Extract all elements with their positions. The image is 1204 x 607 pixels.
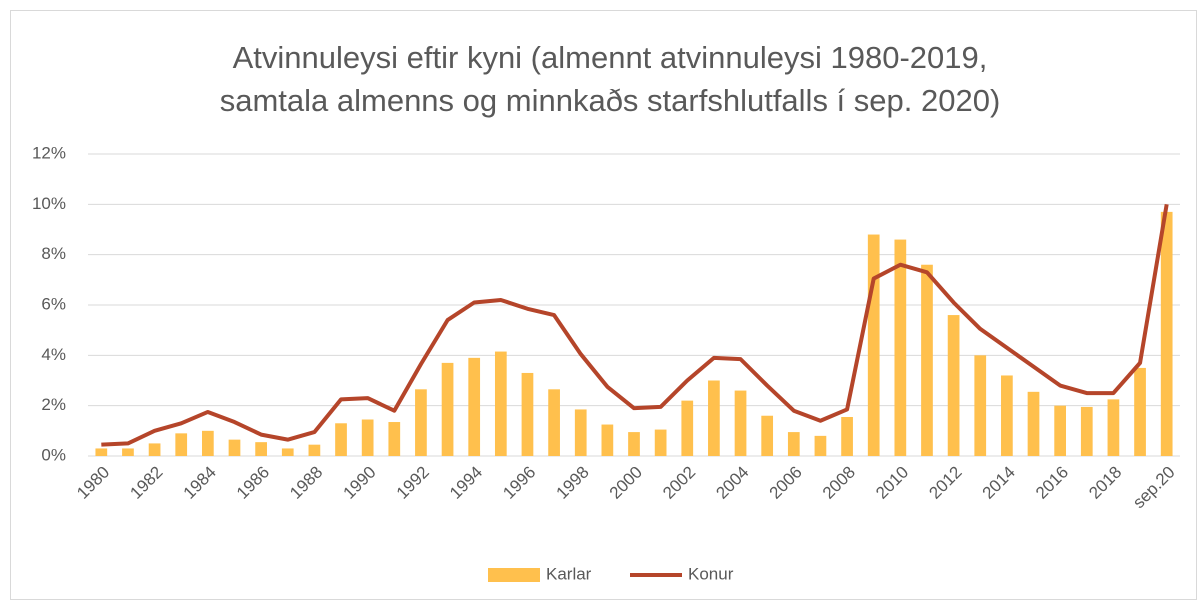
bar	[95, 448, 108, 456]
bar	[1107, 399, 1120, 456]
bar	[841, 416, 853, 456]
bar	[122, 448, 134, 456]
y-tick-label: 8%	[41, 244, 66, 263]
bar	[281, 448, 294, 456]
bar	[548, 389, 560, 456]
bar	[1134, 367, 1146, 456]
legend-label: Karlar	[546, 564, 592, 583]
y-tick-label: 12%	[32, 143, 66, 162]
bar	[761, 415, 774, 456]
y-tick-label: 2%	[41, 395, 66, 414]
bar	[628, 432, 640, 456]
bar	[734, 390, 747, 456]
bar	[255, 442, 267, 456]
bar	[415, 389, 427, 456]
bar	[521, 372, 534, 456]
bar	[974, 355, 987, 456]
y-tick-label: 4%	[41, 345, 66, 364]
bar	[1001, 375, 1013, 456]
bar	[1054, 405, 1067, 456]
bar	[148, 443, 161, 456]
line	[101, 204, 1169, 447]
bar	[1027, 391, 1040, 456]
bar	[388, 422, 401, 456]
bar	[947, 315, 960, 456]
bar	[921, 264, 933, 456]
bar	[468, 357, 481, 456]
bar	[867, 234, 880, 456]
y-tick-label: 6%	[41, 294, 66, 313]
bar	[201, 430, 214, 456]
chart-title: Atvinnuleysi eftir kyni (almennt atvinnu…	[233, 40, 988, 75]
bar	[494, 351, 507, 456]
legend-label: Konur	[688, 564, 734, 583]
bar	[787, 432, 800, 456]
bar	[308, 444, 321, 456]
bar	[574, 409, 587, 456]
bar	[441, 362, 454, 456]
bar	[1080, 406, 1093, 456]
bar	[335, 423, 347, 456]
bar	[601, 424, 614, 456]
legend-swatch	[488, 568, 540, 582]
bar	[708, 380, 720, 456]
y-tick-label: 10%	[32, 194, 66, 213]
chart-title: samtala almenns og minnkaðs starfshlutfa…	[220, 83, 1001, 118]
bar	[175, 433, 188, 456]
bar	[228, 439, 241, 456]
bar	[654, 429, 667, 456]
y-tick-label: 0%	[41, 445, 66, 464]
bar	[894, 239, 907, 456]
bar	[681, 400, 694, 456]
bar	[814, 435, 827, 456]
bar	[1160, 211, 1173, 456]
bar	[361, 419, 374, 456]
